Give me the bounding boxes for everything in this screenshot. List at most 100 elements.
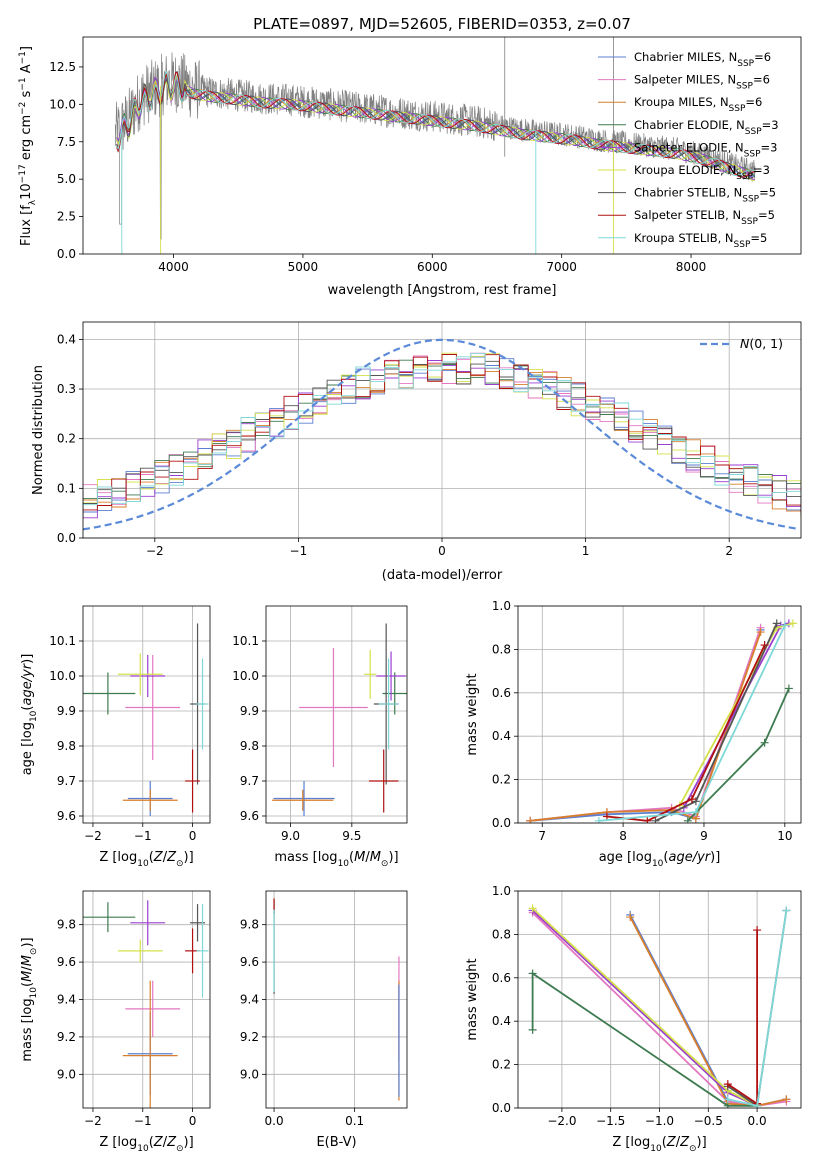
- plot-area-spectrum: [114, 37, 756, 254]
- x-tick-label: 7: [538, 829, 546, 843]
- legend-entry: Kroupa STELIB, NSSP=5: [634, 231, 767, 250]
- x-tick-label: −2: [146, 544, 164, 558]
- plot-frame: [265, 890, 408, 1109]
- axes-mass_vs_Z: −2 −1 09.09.29.49.69.8Z [log10(Z/Z⊙)]mass …: [20, 890, 211, 1154]
- y-axis-label: age [log10(age/yr)]: [20, 654, 39, 776]
- series-marker: [760, 641, 769, 650]
- label-part: )]: [710, 850, 720, 865]
- x-tick-label: −2: [84, 829, 102, 843]
- series-marker: [760, 738, 769, 747]
- label-part: /: [20, 966, 35, 971]
- label-part: =5: [759, 186, 776, 200]
- series-chabrier-elodie: [531, 971, 758, 1107]
- x-tick-label: 6000: [417, 260, 448, 274]
- plot-area-residuals: [83, 338, 801, 531]
- y-tick-label: 12.5: [49, 60, 76, 74]
- label-part: =6: [753, 73, 770, 87]
- y-tick-label: 0.0: [492, 816, 511, 830]
- series-marker: [643, 816, 652, 823]
- y-tick-label: 9.6: [57, 955, 76, 969]
- y-axis-label: mass weight: [465, 673, 480, 755]
- x-tick-label: 0: [189, 829, 197, 843]
- series-marker: [756, 628, 765, 637]
- legend-entry: Chabrier STELIB, NSSP=5: [634, 186, 776, 205]
- label-part: Z: [666, 1135, 677, 1150]
- label-part: Z: [166, 1135, 177, 1150]
- x-tick-label: −1.5: [596, 1114, 625, 1128]
- x-tick-label: −0.5: [694, 1114, 723, 1128]
- label-part: ]: [19, 46, 34, 51]
- x-tick-label: −1.0: [645, 1114, 674, 1128]
- label-part: Kroupa STELIB, N: [634, 231, 734, 245]
- legend-entry: Salpeter STELIB, NSSP=5: [634, 208, 775, 227]
- label-part: )]: [184, 850, 194, 865]
- plot-frame: [517, 605, 802, 824]
- label-part: SSP: [734, 240, 751, 250]
- y-tick-label: 9.8: [57, 739, 76, 753]
- model-kroupa-stelib: [116, 70, 755, 176]
- label-part: Flux [f: [19, 205, 34, 246]
- series-marker: [782, 906, 791, 915]
- label-part: SSP: [729, 104, 746, 114]
- legend: N(0, 1): [700, 336, 783, 351]
- y-tick-label: 10.0: [49, 669, 76, 683]
- model-kroupa-elodie: [116, 74, 755, 181]
- label-part: ⊙: [176, 859, 184, 869]
- label-part: N: [740, 336, 750, 351]
- series-salpeter-miles: [529, 627, 762, 822]
- label-part: Chabrier STELIB, N: [634, 186, 742, 200]
- y-tick-label: 0.2: [492, 773, 511, 787]
- y-tick-label: 0.2: [492, 1058, 511, 1072]
- y-tick-label: 9.6: [57, 809, 76, 823]
- x-tick-label: 9: [700, 829, 708, 843]
- series-marker: [753, 926, 762, 935]
- label-part: (: [149, 1135, 154, 1150]
- x-tick-label: 5000: [288, 260, 319, 274]
- label-part: −17: [18, 164, 28, 183]
- label-part: erg cm: [19, 115, 34, 164]
- y-tick-label: 0.8: [492, 927, 511, 941]
- series-salpeter-miles: [531, 912, 787, 1107]
- label-part: 10: [29, 987, 39, 999]
- label-part: )]: [184, 1135, 194, 1150]
- series-marker: [528, 969, 537, 978]
- axes-mass_vs_ebv: 0.0 0.1 9.0 9.2 9.4 9.6 9.8 E(B-V): [240, 890, 408, 1150]
- plot-frame: [517, 890, 802, 1109]
- x-tick-label: 9.0: [281, 829, 300, 843]
- label-part: 10: [650, 1144, 662, 1154]
- y-tick-label: 0.0: [492, 1101, 511, 1115]
- label-part: age [log: [20, 722, 35, 775]
- label-part: SSP: [736, 172, 753, 182]
- y-tick-label: 0.8: [492, 642, 511, 656]
- plot-frame: [82, 321, 802, 539]
- axes-age_vs_Z: −2 −1 09.69.79.89.910.010.1Z [log10(Z/Z⊙)]…: [20, 605, 211, 869]
- plot-frame: [265, 605, 408, 824]
- model-salpeter-stelib: [116, 72, 755, 178]
- y-tick-label: 0.4: [492, 729, 511, 743]
- series-marker: [782, 1095, 791, 1104]
- legend-entry: Kroupa MILES, NSSP=6: [634, 95, 762, 114]
- label-part: 10: [19, 183, 34, 200]
- x-tick-label: 1: [582, 544, 590, 558]
- plot-area-weight_vs_age: [526, 619, 797, 823]
- label-part: 10: [137, 1144, 149, 1154]
- legend-entry: Kroupa ELODIE, NSSP=3: [634, 163, 770, 182]
- label-part: 10: [137, 859, 149, 869]
- axes-spectrum: 4000 5000 6000 7000 8000 0.0 2.5 5.0 7.5 10.0 12.5…: [18, 36, 802, 298]
- y-tick-label: 0.3: [57, 382, 76, 396]
- label-part: M: [354, 850, 365, 865]
- label-part: SSP: [742, 195, 759, 205]
- label-part: /: [163, 850, 168, 865]
- label-part: =5: [758, 208, 775, 222]
- x-tick-label: 7000: [546, 260, 577, 274]
- x-tick-label: 8000: [676, 260, 707, 274]
- label-part: ⊙: [176, 1144, 184, 1154]
- y-tick-label: 9.2: [57, 1030, 76, 1044]
- y-tick-label: 10.1: [232, 634, 259, 648]
- y-tick-label: 1.0: [492, 599, 511, 613]
- plot-area-age_vs_mass: [272, 623, 407, 816]
- x-tick-label: 0.0: [748, 1114, 767, 1128]
- legend-entry: Chabrier MILES, NSSP=6: [634, 50, 771, 69]
